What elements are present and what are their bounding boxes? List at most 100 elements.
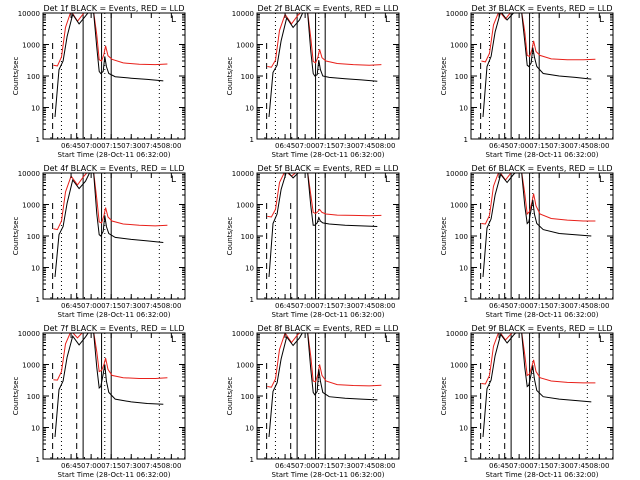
lld-series-line bbox=[481, 173, 596, 225]
x-tick-label: 07:30 bbox=[549, 142, 569, 150]
y-tick-label: 10 bbox=[31, 105, 40, 113]
panel-title: Det 3f BLACK = Events, RED = LLD bbox=[471, 4, 612, 13]
y-tick-label: 1 bbox=[36, 296, 40, 304]
detector-panel: Det 8f BLACK = Events, RED = LLD 1 10 100 10… bbox=[226, 324, 400, 479]
y-tick-label: 100 bbox=[241, 233, 254, 241]
y-tick-label: 10 bbox=[459, 105, 468, 113]
x-tick-label: 07:30 bbox=[121, 142, 141, 150]
y-tick-label: 1000 bbox=[236, 42, 254, 50]
x-tick-label: 07:00 bbox=[509, 302, 529, 310]
x-axis-label: Start Time (28-Oct-11 06:32:00) bbox=[486, 471, 599, 479]
panel-title: Det 9f BLACK = Events, RED = LLD bbox=[471, 324, 612, 333]
panel-title: Det 7f BLACK = Events, RED = LLD bbox=[43, 324, 184, 333]
x-tick-label: 07:00 bbox=[295, 302, 315, 310]
lld-series-line bbox=[267, 173, 382, 218]
y-tick-label: 1000 bbox=[236, 202, 254, 210]
y-tick-label: 1000 bbox=[22, 362, 40, 370]
x-tick-label: 07:30 bbox=[335, 462, 355, 470]
corner-marker-label: L bbox=[171, 175, 176, 185]
y-tick-label: 1 bbox=[464, 296, 468, 304]
events-series-line bbox=[482, 333, 592, 438]
y-tick-label: 10000 bbox=[446, 10, 468, 18]
x-tick-label: 06:45 bbox=[275, 462, 295, 470]
x-tick-label: 07:00 bbox=[509, 142, 529, 150]
plot-frame bbox=[256, 12, 400, 140]
y-tick-label: 10 bbox=[459, 425, 468, 433]
events-series-line bbox=[268, 13, 378, 118]
x-tick-label: 07:00 bbox=[81, 302, 101, 310]
y-tick-label: 10000 bbox=[232, 10, 254, 18]
y-tick-label: 10 bbox=[459, 265, 468, 273]
x-tick-label: 07:00 bbox=[81, 462, 101, 470]
panel-title: Det 5f BLACK = Events, RED = LLD bbox=[257, 164, 398, 173]
x-tick-label: 06:45 bbox=[275, 302, 295, 310]
x-axis-label: Start Time (28-Oct-11 06:32:00) bbox=[58, 151, 171, 159]
corner-marker-label: L bbox=[599, 15, 604, 25]
x-tick-label: 06:45 bbox=[61, 462, 81, 470]
x-axis-label: Start Time (28-Oct-11 06:32:00) bbox=[58, 311, 171, 319]
y-axis-label: Counts/sec bbox=[226, 217, 234, 256]
x-tick-label: 07:15 bbox=[101, 302, 121, 310]
events-series-line bbox=[482, 173, 592, 278]
y-axis-label: Counts/sec bbox=[12, 217, 20, 256]
y-tick-label: 10000 bbox=[446, 170, 468, 178]
x-axis-label: Start Time (28-Oct-11 06:32:00) bbox=[272, 311, 385, 319]
detector-panel: Det 4f BLACK = Events, RED = LLD 1 10 100 10… bbox=[12, 164, 186, 319]
lld-series-line bbox=[481, 13, 596, 63]
x-axis-label: Start Time (28-Oct-11 06:32:00) bbox=[272, 151, 385, 159]
x-tick-label: 06:45 bbox=[61, 142, 81, 150]
lld-series-line bbox=[267, 13, 382, 68]
corner-marker-label: L bbox=[385, 335, 390, 345]
x-tick-label: 07:30 bbox=[549, 302, 569, 310]
panel-title: Det 2f BLACK = Events, RED = LLD bbox=[257, 4, 398, 13]
panel-title: Det 8f BLACK = Events, RED = LLD bbox=[257, 324, 398, 333]
y-tick-label: 1 bbox=[36, 136, 40, 144]
x-tick-label: 07:45 bbox=[141, 302, 161, 310]
y-tick-label: 10000 bbox=[18, 10, 40, 18]
y-tick-label: 1 bbox=[464, 456, 468, 464]
y-tick-label: 100 bbox=[27, 393, 40, 401]
lld-series-line bbox=[53, 173, 168, 231]
x-tick-label: 08:00 bbox=[161, 142, 181, 150]
x-tick-label: 06:45 bbox=[61, 302, 81, 310]
y-tick-label: 10 bbox=[245, 105, 254, 113]
corner-marker-label: L bbox=[171, 335, 176, 345]
x-tick-label: 07:15 bbox=[315, 302, 335, 310]
y-tick-label: 1 bbox=[250, 456, 254, 464]
x-tick-label: 08:00 bbox=[589, 142, 609, 150]
y-tick-label: 1 bbox=[36, 456, 40, 464]
y-axis-label: Counts/sec bbox=[226, 57, 234, 96]
x-tick-label: 08:00 bbox=[589, 302, 609, 310]
x-axis-label: Start Time (28-Oct-11 06:32:00) bbox=[486, 151, 599, 159]
detector-panel: Det 1f BLACK = Events, RED = LLD 1 10 100 10… bbox=[12, 4, 186, 159]
events-series-line bbox=[54, 333, 164, 438]
x-axis-label: Start Time (28-Oct-11 06:32:00) bbox=[486, 311, 599, 319]
y-tick-label: 1000 bbox=[450, 362, 468, 370]
x-tick-label: 07:30 bbox=[121, 462, 141, 470]
x-tick-label: 07:30 bbox=[335, 302, 355, 310]
x-tick-label: 07:15 bbox=[529, 302, 549, 310]
x-tick-label: 08:00 bbox=[161, 462, 181, 470]
panel-title: Det 6f BLACK = Events, RED = LLD bbox=[471, 164, 612, 173]
x-tick-label: 07:15 bbox=[529, 462, 549, 470]
y-tick-label: 100 bbox=[27, 73, 40, 81]
events-series-line bbox=[268, 173, 378, 278]
x-tick-label: 08:00 bbox=[375, 462, 395, 470]
events-series-line bbox=[54, 173, 164, 278]
x-tick-label: 07:45 bbox=[355, 142, 375, 150]
x-tick-label: 07:30 bbox=[549, 462, 569, 470]
y-axis-label: Counts/sec bbox=[440, 57, 448, 96]
corner-marker-label: L bbox=[385, 175, 390, 185]
panel-title: Det 4f BLACK = Events, RED = LLD bbox=[43, 164, 184, 173]
panel-title: Det 1f BLACK = Events, RED = LLD bbox=[43, 4, 184, 13]
x-tick-label: 07:15 bbox=[315, 462, 335, 470]
x-tick-label: 06:45 bbox=[489, 462, 509, 470]
y-tick-label: 1000 bbox=[236, 362, 254, 370]
x-tick-label: 07:00 bbox=[81, 142, 101, 150]
y-tick-label: 100 bbox=[241, 393, 254, 401]
y-tick-label: 100 bbox=[455, 233, 468, 241]
y-tick-label: 10 bbox=[31, 425, 40, 433]
y-tick-label: 100 bbox=[455, 73, 468, 81]
x-tick-label: 07:15 bbox=[101, 142, 121, 150]
